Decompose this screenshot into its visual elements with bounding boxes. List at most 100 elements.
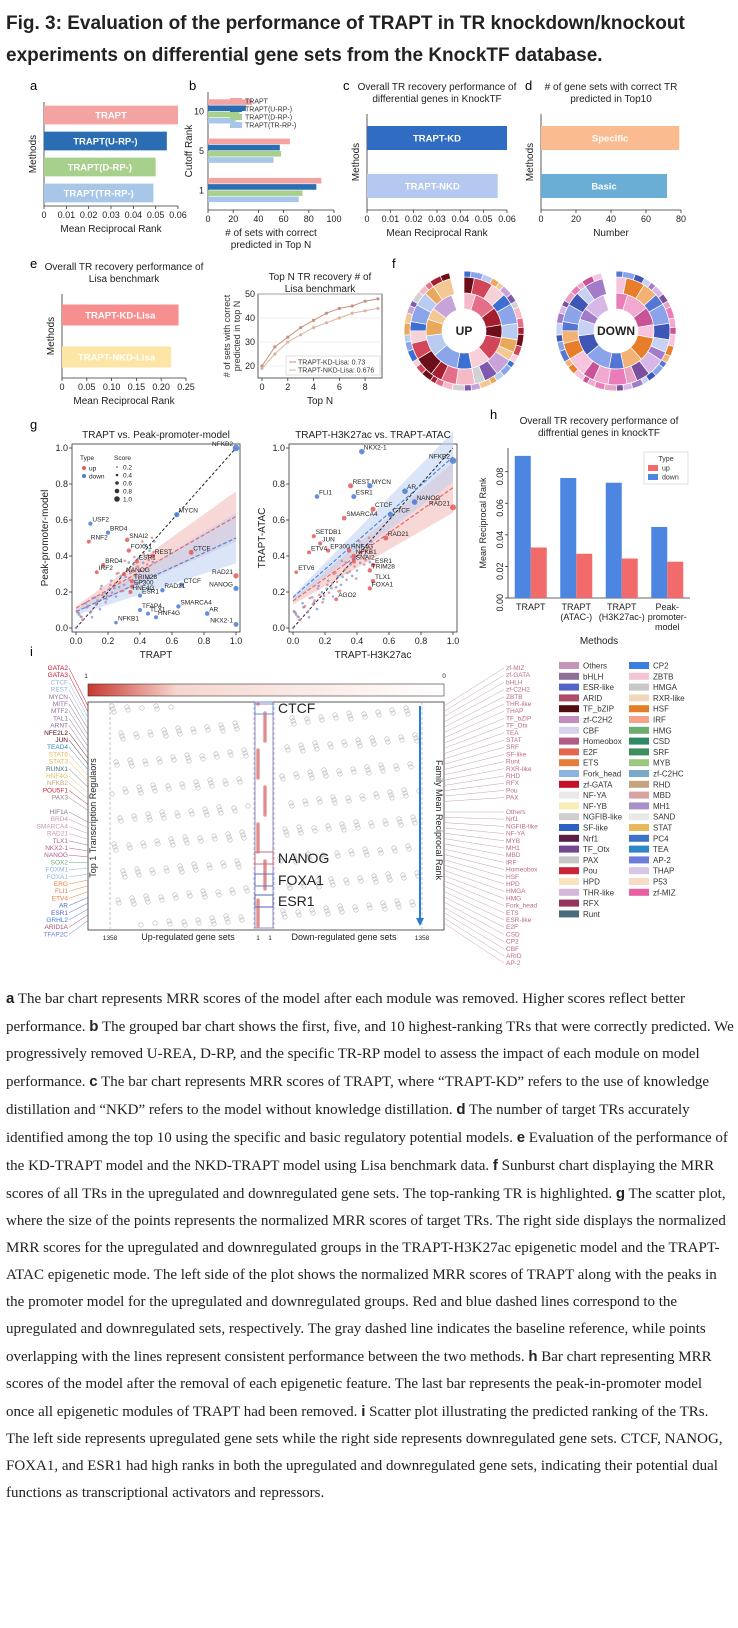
point-label: BRD4	[110, 526, 128, 533]
rank-point	[284, 744, 290, 750]
rank-point	[373, 791, 379, 797]
rank-point	[120, 868, 126, 874]
data-point	[105, 594, 109, 597]
rank-point	[341, 827, 347, 833]
chart-title: TRAPT-H3K27ac vs. TRAPT-ATAC	[295, 430, 451, 441]
data-point	[291, 626, 295, 630]
rank-point	[332, 800, 338, 806]
rank-point	[403, 793, 409, 799]
bar-trapt-u-rp-	[44, 131, 167, 151]
tr-name-hnf4g: HNF4G	[46, 773, 68, 780]
data-point	[330, 586, 333, 590]
rank-point	[140, 840, 146, 846]
tr-name-runx1: RUNX1	[46, 766, 68, 773]
y-tick-label: 1.0	[55, 443, 68, 453]
rank-point	[220, 860, 226, 866]
rank-point	[169, 839, 175, 845]
y-tick-label: 0.0	[272, 623, 285, 633]
legend-label: SRF	[653, 748, 669, 757]
rank-point	[209, 783, 215, 789]
data-point	[369, 550, 372, 554]
rank-point	[225, 919, 231, 925]
point-label: SNAI2	[356, 554, 375, 561]
caption-panel-letter: i	[361, 1403, 366, 1420]
sunburst-segment	[451, 383, 465, 392]
data-point	[129, 571, 132, 575]
family-name-arid: ARID	[506, 953, 522, 960]
rank-point	[378, 850, 384, 856]
tr-name-hif1a: HIF1A	[50, 809, 69, 816]
data-point	[133, 574, 137, 578]
family-name-irf: IRF	[506, 859, 517, 866]
series-point	[260, 366, 264, 370]
family-connector	[443, 896, 505, 928]
rank-point	[176, 728, 182, 734]
data-point	[119, 575, 123, 578]
highlight-label-ctcf: CTCF	[278, 700, 315, 716]
rank-point	[234, 858, 240, 864]
y-tick-label: 0.2	[55, 587, 68, 597]
regression-line-up	[75, 515, 237, 609]
rank-point	[286, 882, 292, 888]
rank-point	[134, 866, 140, 872]
family-connector	[443, 859, 505, 878]
legend-swatch	[629, 856, 649, 864]
point-label: ETV4	[311, 545, 328, 552]
bar-trapt	[208, 138, 290, 145]
x-tick-label: (ATAC-)	[560, 612, 592, 622]
point-ar	[402, 488, 408, 495]
data-point	[133, 555, 136, 559]
legend-swatch	[629, 662, 649, 669]
rank-point	[243, 753, 249, 759]
tr-connector	[68, 747, 89, 770]
rank-point	[379, 765, 385, 771]
rank-point	[348, 848, 354, 854]
legend-label: THR-like	[583, 888, 615, 897]
x-tick-label: 0.02	[80, 210, 98, 220]
rank-point	[385, 871, 391, 877]
rank-point	[304, 716, 310, 722]
panel-label-b: b	[189, 78, 196, 93]
tr-connector	[68, 718, 89, 747]
rank-point	[298, 830, 304, 836]
data-point	[325, 587, 328, 590]
family-name-runt: Runt	[506, 759, 520, 766]
point-label: NKX2-1	[210, 617, 233, 624]
family-connector	[443, 667, 505, 707]
rank-point	[210, 918, 216, 924]
x-tick-label: 0.04	[125, 210, 143, 220]
series-point	[337, 316, 341, 320]
tr-connector	[68, 675, 89, 712]
series-line	[261, 307, 379, 369]
point-esr1	[370, 562, 376, 568]
rank-point	[148, 732, 154, 738]
point-label: AR	[209, 607, 218, 614]
point-mycn	[367, 483, 373, 489]
x-tick-label: TRAPT	[516, 602, 546, 612]
x-tick-label: 0.8	[415, 636, 428, 646]
legend-title: Score	[114, 455, 131, 462]
rank-point	[405, 843, 411, 849]
data-point	[332, 572, 336, 576]
data-point	[109, 583, 112, 587]
point-trim28	[129, 579, 135, 584]
data-point	[151, 560, 155, 564]
tr-connector	[68, 826, 89, 834]
point-esr1	[351, 494, 357, 500]
rank-point	[290, 718, 296, 724]
data-point	[346, 571, 349, 575]
rank-point	[302, 798, 308, 804]
tr-connector	[68, 908, 89, 921]
legend-swatch	[629, 867, 649, 875]
rank-point	[336, 768, 342, 774]
family-connector	[443, 732, 505, 754]
y-tick-label: 50	[245, 289, 255, 299]
rank-point	[215, 889, 221, 895]
data-point	[340, 559, 344, 563]
sunburst-segment	[555, 334, 564, 343]
rank-point	[367, 905, 373, 911]
legend-swatch	[629, 791, 649, 799]
sunburst-center	[443, 310, 485, 352]
legend-swatch	[559, 770, 579, 777]
family-connector	[443, 682, 505, 717]
